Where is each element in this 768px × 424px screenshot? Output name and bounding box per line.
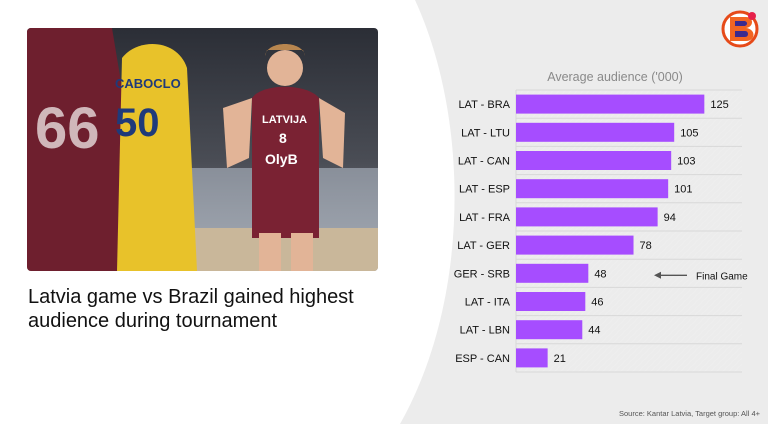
- right-jersey-name: CABOCLO: [115, 76, 181, 91]
- value-label: 46: [591, 297, 603, 309]
- value-label: 125: [710, 99, 728, 111]
- source-note: Source: Kantar Latvia, Target group: All…: [619, 409, 760, 418]
- annotation-arrowhead: [654, 271, 661, 279]
- value-label: 21: [554, 353, 566, 365]
- category-label: LAT - ITA: [465, 297, 511, 309]
- bar: [516, 320, 583, 340]
- audience-bar-chart: LAT - BRA 125 LAT - LTU 105 LAT - CAN 103 LAT …: [454, 89, 748, 373]
- value-label: 101: [674, 184, 692, 196]
- annotation-label: Final Game: [696, 271, 748, 282]
- bar: [516, 122, 675, 142]
- bar: [516, 151, 672, 170]
- value-label: 78: [640, 240, 652, 252]
- category-label: LAT - ESP: [459, 184, 510, 196]
- bar: [516, 348, 548, 368]
- left-jersey-number: 66: [35, 96, 100, 161]
- bar: [516, 263, 589, 283]
- category-label: LAT - GER: [457, 240, 510, 252]
- category-label: ESP - CAN: [455, 353, 510, 365]
- jersey-team: LATVIJA: [262, 114, 307, 126]
- bar: [516, 94, 705, 114]
- category-label: LAT - BRA: [458, 99, 510, 111]
- value-label: 103: [677, 156, 695, 168]
- jersey-number: 8: [279, 130, 287, 146]
- value-label: 44: [588, 325, 600, 337]
- category-label: LAT - LTU: [461, 127, 510, 139]
- right-jersey-number: 50: [115, 101, 160, 145]
- player-photo: 66 CABOCLO 50 LATVIJA 8 OlyB: [27, 28, 378, 271]
- category-label: LAT - FRA: [459, 212, 511, 224]
- bar: [516, 235, 634, 255]
- jersey-sponsor: OlyB: [265, 151, 298, 167]
- tournament-logo: [716, 5, 764, 56]
- bar: [516, 207, 658, 227]
- category-label: LAT - CAN: [458, 156, 510, 168]
- value-label: 48: [594, 268, 606, 280]
- category-label: LAT - LBN: [460, 325, 510, 337]
- chart-title: Average audience ('000): [547, 70, 683, 84]
- bar: [516, 292, 586, 311]
- value-label: 105: [680, 127, 698, 139]
- bar: [516, 179, 669, 199]
- value-label: 94: [664, 212, 676, 224]
- headline: Latvia game vs Brazil gained highest aud…: [28, 286, 354, 332]
- category-label: GER - SRB: [454, 268, 510, 280]
